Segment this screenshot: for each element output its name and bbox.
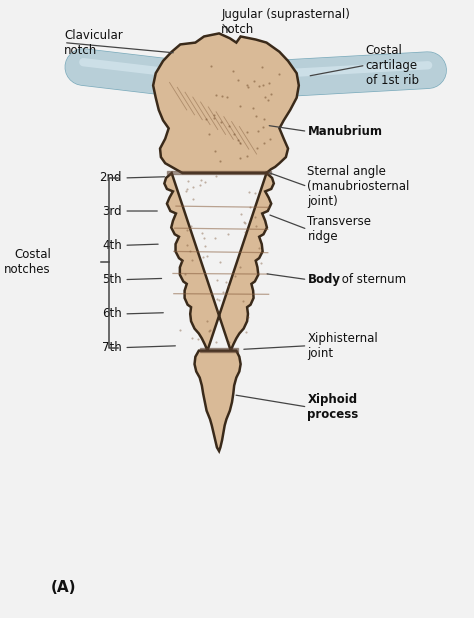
Text: Costal
cartilage
of 1st rib: Costal cartilage of 1st rib: [365, 44, 419, 87]
Text: 4th: 4th: [102, 239, 122, 252]
Text: Costal
notches: Costal notches: [4, 248, 51, 276]
Polygon shape: [153, 33, 299, 173]
Text: Jugular (suprasternal)
notch: Jugular (suprasternal) notch: [221, 9, 350, 36]
Text: Transverse
ridge: Transverse ridge: [308, 216, 372, 243]
Text: Clavicular
notch: Clavicular notch: [64, 28, 123, 57]
Text: Body: Body: [308, 273, 340, 286]
Text: 6th: 6th: [102, 307, 122, 320]
Polygon shape: [164, 173, 274, 350]
Text: 2nd: 2nd: [100, 171, 122, 184]
Text: Xiphoid
process: Xiphoid process: [308, 393, 359, 421]
Text: 7th: 7th: [102, 341, 122, 354]
Text: 3rd: 3rd: [102, 205, 122, 218]
Text: of sternum: of sternum: [338, 273, 407, 286]
Text: Sternal angle
(manubriosternal
joint): Sternal angle (manubriosternal joint): [308, 165, 410, 208]
Text: (A): (A): [51, 580, 76, 595]
Text: 5th: 5th: [102, 273, 122, 286]
Text: Manubrium: Manubrium: [308, 125, 383, 138]
Text: Xiphisternal
joint: Xiphisternal joint: [308, 332, 378, 360]
Polygon shape: [194, 350, 241, 451]
